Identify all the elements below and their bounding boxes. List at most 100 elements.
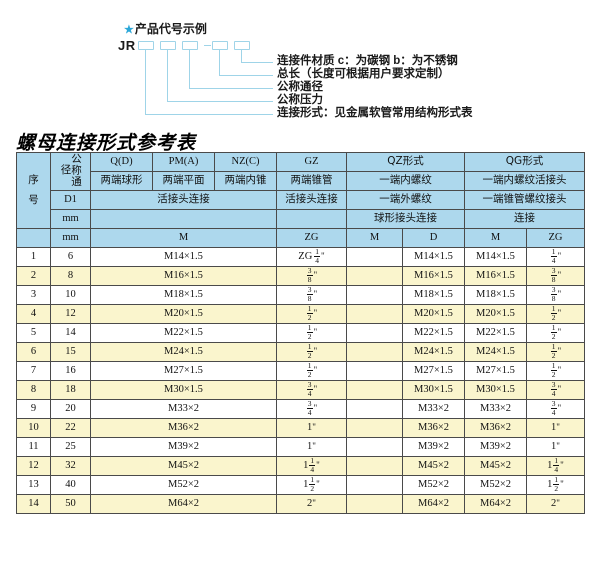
cell-qg-m: M22×1.5 [464, 323, 527, 343]
star-icon: ★ [124, 24, 134, 36]
cell-qz-m [346, 399, 403, 419]
cell-gz-zg: 1 1 4 " [276, 456, 347, 476]
code-label-nominal-pressure: 公称压力 [277, 94, 323, 106]
cell-seq: 9 [16, 399, 51, 419]
cell-qz-m [346, 266, 403, 286]
header-unit-qz-m: M [346, 228, 403, 248]
cell-qg-m: M20×1.5 [464, 304, 527, 324]
cell-qz-d: M27×1.5 [402, 361, 465, 381]
header-unit-qg-m: M [464, 228, 527, 248]
code-box-4 [212, 41, 228, 50]
cell-seq: 12 [16, 456, 51, 476]
code-label-nominal-diameter: 公称通径 [277, 81, 323, 93]
header-sub-qg: 连接 [464, 209, 585, 229]
cell-qg-zg: 1 " [526, 418, 585, 438]
table-body: 1 6 M14×1.5 ZG 1 4 " M14×1.5 M14×1.5 1 4 " 2 8 M16×1.5… [16, 247, 585, 514]
cell-qg-m: M39×2 [464, 437, 527, 457]
table-row: 12 32 M45×2 1 1 4 " M45×2 M45×2 1 1 4 " [16, 456, 585, 476]
header-group-pm: PM(A) [152, 152, 215, 172]
cell-qz-d: M20×1.5 [402, 304, 465, 324]
cell-seq: 2 [16, 266, 51, 286]
cell-qg-zg: 2 " [526, 494, 585, 514]
header-nominal-diameter: 公称通径 [50, 152, 91, 191]
code-label-connection-type: 连接形式：见金属软管常用结构形式表 [277, 107, 473, 119]
header-row-connection: D1 活接头连接 活接头连接 一端外螺纹 一端锥管螺纹接头 [17, 190, 585, 210]
cell-gz-zg: 3 4 " [276, 380, 347, 400]
table-row: 9 20 M33×2 3 4 " M33×2 M33×2 3 4 " [16, 399, 585, 419]
cell-qg-m: M45×2 [464, 456, 527, 476]
cell-gz-zg: 3 8 " [276, 285, 347, 305]
cell-qg-m: M30×1.5 [464, 380, 527, 400]
header-unit-qz-d: D [402, 228, 465, 248]
code-prefix-label: JR [118, 38, 136, 53]
header-sub-qz: 球形接头连接 [346, 209, 465, 229]
cell-nominal-diameter: 18 [50, 380, 91, 400]
cell-seq: 10 [16, 418, 51, 438]
cell-thread-m: M45×2 [90, 456, 277, 476]
header-group-nz: NZ(C) [214, 152, 277, 172]
cell-qz-d: M14×1.5 [402, 247, 465, 267]
cell-qz-d: M33×2 [402, 399, 465, 419]
cell-qz-m [346, 437, 403, 457]
header-desc-nz: 两端内锥 [214, 171, 277, 191]
table-row: 11 25 M39×2 1 " M39×2 M39×2 1 " [16, 437, 585, 457]
cell-qz-d: M39×2 [402, 437, 465, 457]
cell-qz-d: M24×1.5 [402, 342, 465, 362]
cell-seq: 1 [16, 247, 51, 267]
cell-qz-m [346, 285, 403, 305]
cell-nominal-diameter: 12 [50, 304, 91, 324]
header-group-qd: Q(D) [90, 152, 153, 172]
header-d1: D1 [50, 190, 91, 210]
cell-thread-m: M64×2 [90, 494, 277, 514]
header-mm: mm [50, 209, 91, 229]
leader-line-3-vertical [189, 50, 191, 89]
header-conn-gz: 活接头连接 [276, 190, 347, 210]
cell-gz-zg: 3 4 " [276, 399, 347, 419]
cell-thread-m: M20×1.5 [90, 304, 277, 324]
cell-gz-zg: 1 " [276, 437, 347, 457]
leader-line-1-vertical [241, 50, 243, 63]
cell-qz-d: M36×2 [402, 418, 465, 438]
cell-thread-m: M30×1.5 [90, 380, 277, 400]
header-desc-pm: 两端平面 [152, 171, 215, 191]
cell-thread-m: M52×2 [90, 475, 277, 495]
cell-qg-zg: 1 2 " [526, 323, 585, 343]
product-code-diagram: ★产品代号示例 JR 连接件材质 c：为碳钢 b：为不锈钢 总长（长度可根据用户… [0, 0, 600, 128]
table-row: 3 10 M18×1.5 3 8 " M18×1.5 M18×1.5 3 8 " [16, 285, 585, 305]
header-unit-qg-zg: ZG [526, 228, 585, 248]
cell-thread-m: M36×2 [90, 418, 277, 438]
cell-nominal-diameter: 6 [50, 247, 91, 267]
cell-qg-m: M36×2 [464, 418, 527, 438]
cell-nominal-diameter: 20 [50, 399, 91, 419]
cell-thread-m: M14×1.5 [90, 247, 277, 267]
cell-qg-zg: 1 " [526, 437, 585, 457]
header-row-codes: 序 号 公称通径 Q(D) PM(A) NZ(C) GZ QZ形式 QG形式 [16, 152, 585, 229]
cell-nominal-diameter: 25 [50, 437, 91, 457]
header-desc-gz: 两端锥管 [276, 171, 347, 191]
cell-qz-d: M18×1.5 [402, 285, 465, 305]
cell-gz-zg: 3 8 " [276, 266, 347, 286]
cell-nominal-diameter: 14 [50, 323, 91, 343]
cell-qg-m: M14×1.5 [464, 247, 527, 267]
code-box-3 [182, 41, 198, 50]
cell-qg-zg: 1 2 " [526, 361, 585, 381]
cell-qz-m [346, 475, 403, 495]
cell-nominal-diameter: 40 [50, 475, 91, 495]
header-conn-qg: 一端锥管螺纹接头 [464, 190, 585, 210]
cell-seq: 8 [16, 380, 51, 400]
leader-line-4-horizontal [167, 101, 273, 103]
code-box-5 [234, 41, 250, 50]
leader-line-4-vertical [167, 50, 169, 102]
cell-qz-d: M52×2 [402, 475, 465, 495]
cell-seq: 3 [16, 285, 51, 305]
table-row: 14 50 M64×2 2 " M64×2 M64×2 2 " [16, 494, 585, 514]
code-label-total-length: 总长（长度可根据用户要求定制） [277, 68, 450, 80]
cell-qz-d: M22×1.5 [402, 323, 465, 343]
cell-thread-m: M22×1.5 [90, 323, 277, 343]
header-unit-mm: mm [50, 228, 91, 248]
leader-line-5-vertical [145, 50, 147, 115]
cell-gz-zg: 1 " [276, 418, 347, 438]
cell-nominal-diameter: 10 [50, 285, 91, 305]
header-seq-char1: 序 [28, 173, 39, 186]
code-label-material: 连接件材质 c：为碳钢 b：为不锈钢 [277, 55, 458, 67]
